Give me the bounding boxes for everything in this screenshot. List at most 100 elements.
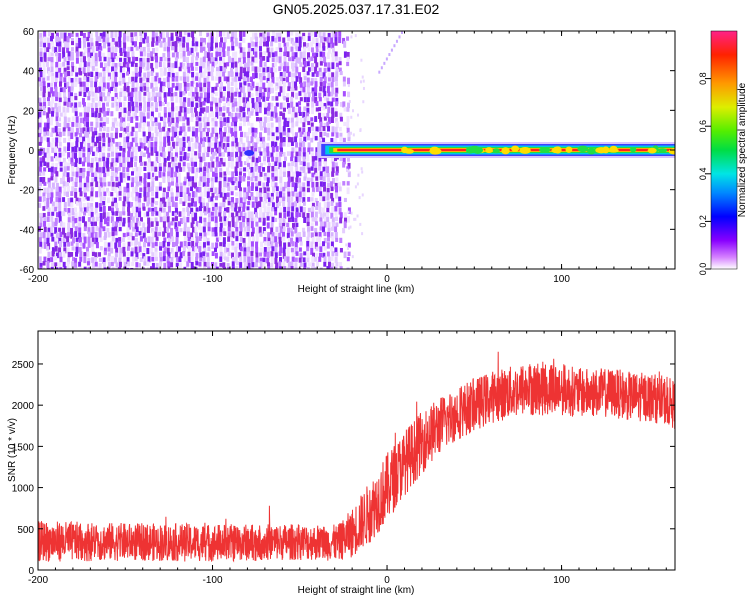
heatmap-cell — [194, 246, 198, 252]
heatmap-cell — [362, 79, 365, 83]
heatmap-cell — [266, 106, 270, 112]
heatmap-cell — [310, 147, 314, 152]
heatmap-cell — [43, 226, 47, 233]
heatmap-cell — [243, 187, 247, 194]
heatmap-cell — [47, 182, 51, 189]
heatmap-cell — [134, 232, 138, 237]
heatmap-cell — [299, 142, 303, 147]
heatmap-cell — [346, 51, 350, 59]
heatmap-cell — [295, 251, 299, 256]
heatmap-cell — [286, 121, 290, 128]
heatmap-cell — [114, 62, 118, 70]
heatmap-cell — [179, 52, 183, 59]
heatmap-cell — [119, 116, 123, 123]
heatmap-cell — [118, 257, 122, 263]
heatmap-cell — [122, 172, 126, 179]
heatmap-cell — [171, 41, 175, 47]
heatmap-cell — [114, 132, 118, 139]
heatmap-cell — [182, 211, 186, 218]
heatmap-cell — [322, 42, 326, 49]
heatmap-cell — [302, 231, 306, 237]
heatmap-cell — [46, 131, 50, 136]
heatmap-cell — [114, 197, 118, 204]
heatmap-cell — [247, 236, 251, 244]
heatmap-cell — [75, 141, 79, 148]
heatmap-cell — [219, 66, 223, 72]
heatmap-cell — [255, 172, 259, 179]
heatmap-cell — [190, 161, 194, 167]
heatmap-cell — [95, 216, 99, 222]
heatmap-cell — [259, 132, 263, 138]
heatmap-cell — [182, 126, 186, 132]
heatmap-cell — [99, 76, 103, 83]
heatmap-cell — [218, 61, 222, 68]
heatmap-cell — [175, 262, 179, 268]
heatmap-cell — [51, 46, 55, 52]
heatmap-cell — [102, 196, 106, 201]
heatmap-cell — [322, 166, 326, 172]
heatmap-cell — [334, 81, 338, 87]
heatmap-cell — [271, 216, 275, 223]
heatmap-cell — [178, 172, 182, 179]
heatmap-cell — [267, 87, 271, 95]
heatmap-cell — [83, 131, 87, 138]
heatmap-cell — [331, 217, 335, 224]
heatmap-cell — [262, 92, 266, 98]
heatmap-cell — [323, 67, 327, 73]
heatmap-cell — [114, 52, 118, 60]
heatmap-cell — [234, 207, 238, 212]
heatmap-cell — [271, 236, 275, 244]
heatmap-cell — [275, 56, 279, 63]
heatmap-cell — [235, 87, 239, 94]
heatmap-cell — [319, 196, 323, 202]
heatmap-cell — [71, 166, 75, 172]
heatmap-cell — [135, 36, 139, 41]
heatmap-cell — [339, 237, 343, 244]
heatmap-cell — [334, 76, 338, 82]
heatmap-cell — [179, 31, 183, 38]
heatmap-cell — [91, 131, 95, 138]
heatmap-cell — [59, 87, 63, 93]
heatmap-cell — [166, 232, 170, 239]
heatmap-cell — [338, 126, 342, 132]
heatmap-cell — [254, 66, 258, 73]
heatmap-cell — [219, 42, 223, 48]
heatmap-cell — [174, 41, 178, 47]
heatmap-cell — [271, 57, 275, 62]
heatmap-cell — [326, 216, 330, 223]
heatmap-cell — [174, 152, 178, 158]
heatmap-cell — [255, 137, 259, 144]
heatmap-cell — [187, 251, 191, 257]
heatmap-cell — [218, 181, 222, 188]
heatmap-cell — [107, 181, 111, 187]
heatmap-cell — [286, 42, 290, 47]
heatmap-cell — [95, 41, 99, 47]
heatmap-cell — [290, 101, 294, 108]
heatmap-cell — [270, 116, 274, 121]
heatmap-cell — [255, 111, 259, 116]
heatmap-cell — [102, 102, 106, 109]
heatmap-cell — [227, 87, 231, 94]
heatmap-cell — [271, 136, 275, 143]
heatmap-cell — [55, 191, 59, 197]
heatmap-cell — [230, 157, 234, 162]
heatmap-cell — [55, 156, 59, 162]
heatmap-cell — [306, 87, 310, 94]
heatmap-cell — [191, 146, 195, 153]
heatmap-cell — [335, 251, 339, 257]
heatmap-cell — [43, 122, 47, 129]
heatmap-cell — [54, 77, 58, 84]
heatmap-cell — [135, 252, 139, 259]
heatmap-cell — [94, 221, 98, 226]
heatmap-cell — [162, 126, 166, 132]
heatmap-cell — [286, 31, 290, 38]
heatmap-cell — [170, 221, 174, 226]
heatmap-cell — [291, 206, 295, 212]
heatmap-cell — [194, 156, 198, 161]
heatmap-cell — [103, 251, 107, 256]
heatmap-cell — [163, 246, 167, 254]
heatmap-cell — [154, 141, 158, 147]
heatmap-cell — [71, 216, 75, 223]
heatmap-cell — [211, 121, 215, 127]
heatmap-cell — [71, 237, 75, 244]
